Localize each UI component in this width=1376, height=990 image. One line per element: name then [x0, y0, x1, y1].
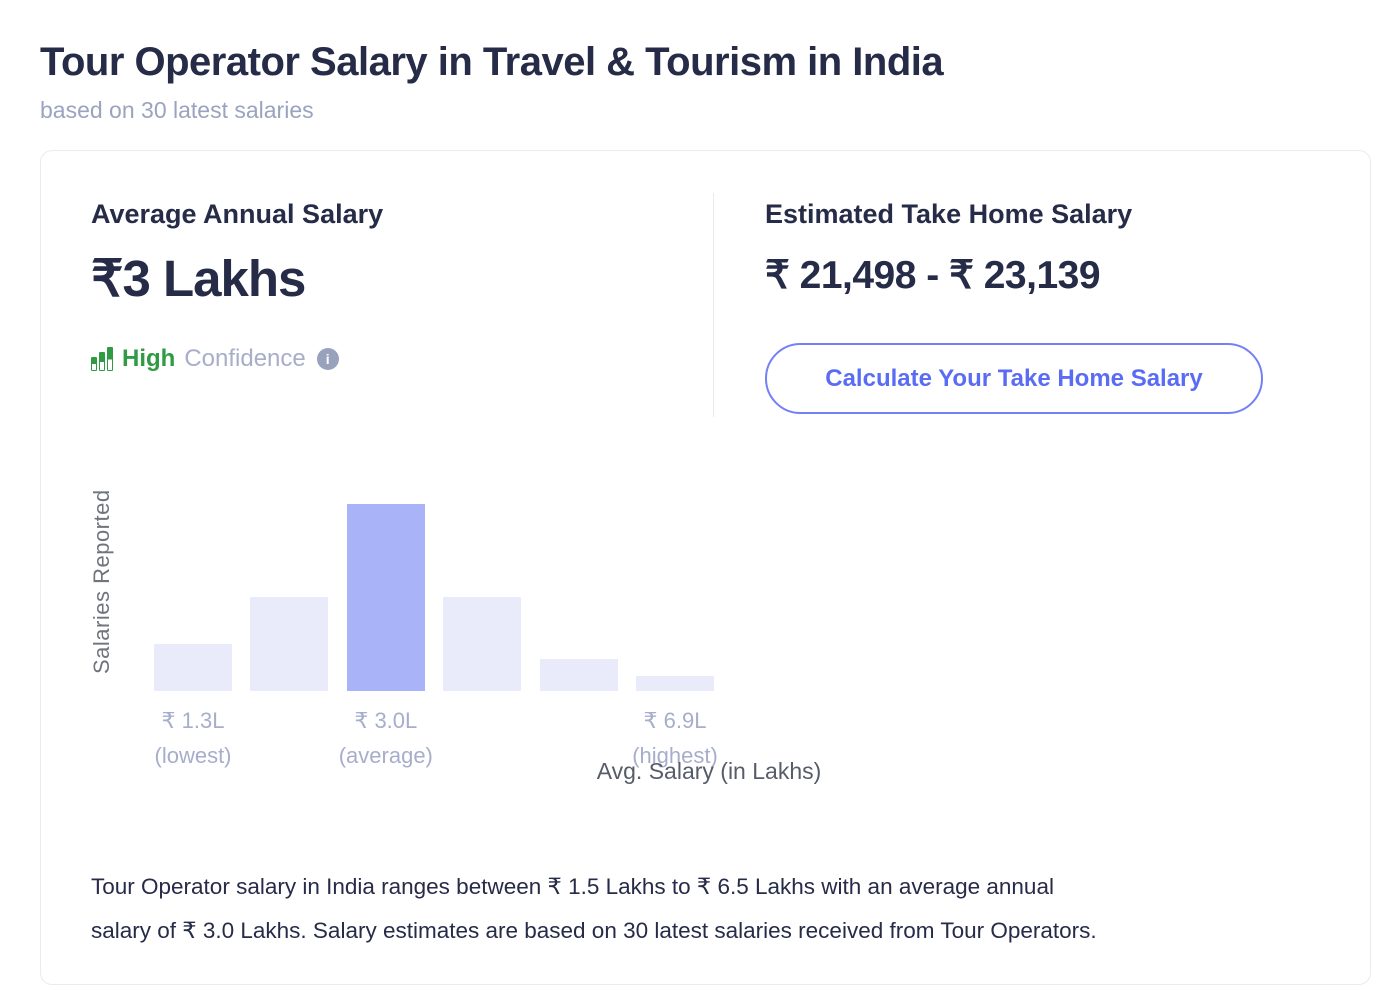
salary-summary-card: Average Annual Salary ₹3 Lakhs High Conf… — [40, 150, 1371, 985]
x-tick-sublabel: (highest) — [632, 743, 718, 768]
page-subtitle: based on 30 latest salaries — [40, 97, 314, 123]
average-salary-amount: ₹3 Lakhs — [91, 250, 306, 307]
chart-bar — [250, 597, 329, 691]
chart-bar — [539, 659, 618, 691]
info-icon[interactable]: i — [316, 348, 339, 370]
x-tick-sublabel: (average) — [338, 743, 433, 768]
bar-meter-segment — [91, 357, 97, 371]
chart-bar-average — [346, 504, 425, 691]
chart-bar — [635, 676, 714, 691]
x-tick-label: ₹ 3.0L — [354, 708, 418, 733]
x-tick: ₹ 1.3L (lowest) — [154, 708, 231, 769]
confidence-level: High — [122, 345, 176, 372]
confidence-label: Confidence — [184, 345, 306, 372]
salary-description-line: salary of ₹ 3.0 Lakhs. Salary estimates … — [91, 918, 1097, 943]
x-tick-label: ₹ 6.9L — [643, 708, 707, 733]
x-tick-sublabel: (lowest) — [154, 743, 232, 768]
page-title: Tour Operator Salary in Travel & Tourism… — [40, 40, 944, 84]
chart-bar — [154, 644, 232, 691]
chart-x-ticks: ₹ 1.3L (lowest) ₹ 3.0L (average) ₹ 6.9L (high… — [154, 708, 834, 778]
bar-meter-segment — [107, 347, 113, 371]
confidence-row: High Confidence i — [91, 345, 339, 373]
vertical-divider — [713, 193, 714, 417]
calculate-take-home-button[interactable]: Calculate Your Take Home Salary — [765, 343, 1263, 414]
average-salary-heading: Average Annual Salary — [91, 199, 384, 229]
salary-description-line: Tour Operator salary in India ranges bet… — [91, 874, 1054, 899]
salary-description: Tour Operator salary in India ranges bet… — [91, 865, 1356, 953]
chart-y-axis-label: Salaries Reported — [89, 489, 114, 674]
take-home-range: ₹ 21,498 - ₹ 23,139 — [765, 254, 1101, 297]
bar-meter-segment — [99, 352, 105, 371]
bar-meter-icon — [91, 347, 113, 371]
chart-bar — [443, 597, 522, 691]
take-home-heading: Estimated Take Home Salary — [765, 199, 1133, 229]
chart-x-axis-title: Avg. Salary (in Lakhs) — [596, 758, 822, 784]
x-tick: ₹ 6.9L (highest) — [632, 708, 718, 769]
x-tick-label: ₹ 1.3L — [161, 708, 225, 733]
chart-bars — [154, 504, 714, 691]
x-tick: ₹ 3.0L (average) — [339, 708, 433, 769]
